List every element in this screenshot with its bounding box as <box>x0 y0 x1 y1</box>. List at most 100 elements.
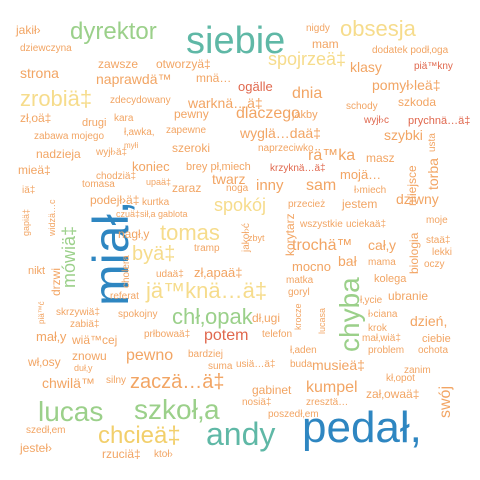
cloud-word-drugi: drugi <box>82 117 107 129</box>
cloud-word-sciana: ł›ciana <box>368 309 398 320</box>
cloud-word-duzy: duł‚y <box>74 363 93 373</box>
cloud-word-telefon: telefon <box>262 329 293 340</box>
cloud-word-upasc: upaä‡ <box>146 177 172 187</box>
cloud-word-mama: mama <box>368 257 396 268</box>
cloud-word-ogalle: ogälle <box>238 79 273 94</box>
cloud-word-uciekac: uciekaä‡ <box>346 219 387 230</box>
cloud-word-twarz: twarz <box>212 171 246 187</box>
cloud-word-lladen: ł‚aden <box>290 345 317 356</box>
cloud-word-znowu: znowu <box>72 349 107 363</box>
cloud-word-szybki: szybki <box>384 127 423 143</box>
cloud-word-ic: iä‡ <box>22 185 36 196</box>
cloud-word-szkoda: szkoda <box>398 95 437 109</box>
cloud-word-zabic: zabiä‡ <box>70 319 100 330</box>
cloud-word-zrobic: zrobiä‡ <box>20 86 93 111</box>
cloud-word-kroce: krocze <box>293 303 303 330</box>
cloud-word-wlosy: wł‚osy <box>28 355 61 369</box>
cloud-word-prychnac: prychnä…ä‡ <box>408 115 471 127</box>
cloud-word-referat: referat <box>110 291 139 302</box>
cloud-word-udac: udaä‡ <box>156 269 184 280</box>
cloud-word-nigdy: nigdy <box>306 23 330 34</box>
cloud-word-byc: byä‡ <box>132 243 176 265</box>
cloud-word-zdecydowany: zdecydowany <box>110 95 171 106</box>
cloud-word-chwila: chwilä™ <box>42 375 95 391</box>
cloud-word-maly: mał‚y <box>36 329 67 344</box>
cloud-word-spojrzec: spojrzeä‡ <box>268 49 347 69</box>
cloud-word-jakby: jakby <box>292 109 318 121</box>
cloud-word-dnia: dnia <box>292 85 323 102</box>
cloud-word-szedl: szedł‚em <box>26 425 66 436</box>
cloud-word-oczy: oczy <box>424 259 445 270</box>
cloud-word-ciebie: ciebie <box>422 333 451 345</box>
cloud-word-smiech: ł›miech <box>354 185 387 196</box>
cloud-word-mna: mnä… <box>196 71 232 85</box>
cloud-word-ubranie: ubranie <box>388 289 429 303</box>
cloud-word-raka: rä™ka <box>308 147 356 164</box>
cloud-word-spokojny: spokojny <box>118 309 158 320</box>
cloud-word-nosic: nosiä‡ <box>242 397 272 408</box>
cloud-word-lucas: lucas <box>38 396 104 427</box>
cloud-word-chlopak: chł‚opak <box>172 304 253 329</box>
cloud-word-cholera: cholera <box>121 255 132 288</box>
cloud-word-szeroki: szeroki <box>172 141 211 155</box>
cloud-word-dlaczego: dlaczego <box>236 105 301 122</box>
cloud-word-stac: staä‡ <box>426 235 451 246</box>
cloud-word-mam: mam <box>312 37 339 51</box>
cloud-word-masz: masz <box>366 151 395 165</box>
cloud-word-mowic2: mał‚wiä‡ <box>362 333 401 344</box>
cloud-word-brey: brey pł‚miech <box>186 161 251 173</box>
cloud-word-zlosc: zł‚oä‡ <box>20 111 52 125</box>
cloud-word-miec: mieä‡ <box>18 163 51 177</box>
cloud-word-zaczac: zaczä…ä‡ <box>130 371 225 393</box>
cloud-word-torba: torba <box>425 158 441 190</box>
cloud-word-moje: moje <box>426 215 448 226</box>
cloud-word-piakny: piä™kny <box>414 61 453 72</box>
cloud-word-schody: schody <box>346 101 378 112</box>
cloud-word-ktos: ktoł› <box>154 449 173 460</box>
cloud-word-koniec: koniec <box>132 159 170 174</box>
cloud-word-lawka: ł‚awka, <box>124 127 155 138</box>
cloud-word-zlapac: zł‚apaä‡ <box>194 265 243 280</box>
cloud-word-biologia: biologia <box>407 232 421 274</box>
cloud-word-wygladac: wyglä…daä‡ <box>240 125 321 141</box>
cloud-word-pewny: pewny <box>174 107 209 121</box>
cloud-word-zanim: zanim <box>404 365 431 376</box>
cloud-word-kolega: kolega <box>374 273 407 285</box>
cloud-word-zreszta: zresztä… <box>306 397 349 408</box>
cloud-word-dyrektor: dyrektor <box>70 18 157 45</box>
cloud-word-problem: problem <box>368 345 405 356</box>
cloud-word-otworzyc: otworzyä‡ <box>156 57 211 71</box>
cloud-word-troche: trochä™ <box>292 237 353 254</box>
cloud-word-kurtka: kurtka <box>142 197 170 208</box>
cloud-word-kumpel: kumpel <box>306 379 358 396</box>
cloud-word-kolopot: kł‚opot <box>386 373 415 384</box>
cloud-word-nagly: nagł‚y <box>118 227 150 241</box>
cloud-word-wszystkie: wszystkie <box>300 219 343 230</box>
cloud-word-bal: bał <box>338 253 357 269</box>
cloud-word-pedal: pedał, <box>302 403 422 452</box>
cloud-word-noga: noga <box>226 183 249 194</box>
cloud-word-poszedl: poszedł‚em <box>268 409 319 420</box>
cloud-word-naprawde: naprawdä™ <box>96 71 172 87</box>
cloud-word-mylic: myłi <box>124 141 139 150</box>
cloud-word-usiac: usiä…ä‡ <box>236 359 276 370</box>
cloud-word-siebie: siebie <box>186 20 286 62</box>
cloud-word-dlugi: dł‚ugi <box>252 311 281 325</box>
cloud-word-warknac: warknä…ä‡ <box>188 95 263 111</box>
cloud-word-pewno: pewno <box>126 347 174 364</box>
cloud-word-chciec: chcieä‡ <box>98 422 181 449</box>
cloud-word-lekki: lekki <box>432 247 453 258</box>
cloud-word-zawsze: zawsze <box>98 57 139 71</box>
cloud-word-wyjsc2: wyjł›ä‡ <box>96 147 128 158</box>
cloud-word-musiec: musieä‡ <box>312 357 365 373</box>
cloud-word-nikt: nikt <box>28 265 46 277</box>
cloud-word-matka: matka <box>286 275 314 286</box>
cloud-word-bardziej: bardziej <box>188 349 224 360</box>
cloud-word-swoj: swój <box>437 385 454 418</box>
cloud-word-zabawa: zabawa mojego <box>34 131 105 142</box>
cloud-word-czuc: czuä‡sił‚a gablota <box>116 209 188 219</box>
cloud-word-przeciez: przecież <box>288 199 326 210</box>
cloud-word-spokoj: spokój <box>214 195 267 215</box>
cloud-word-ochota: ochota <box>418 345 449 356</box>
